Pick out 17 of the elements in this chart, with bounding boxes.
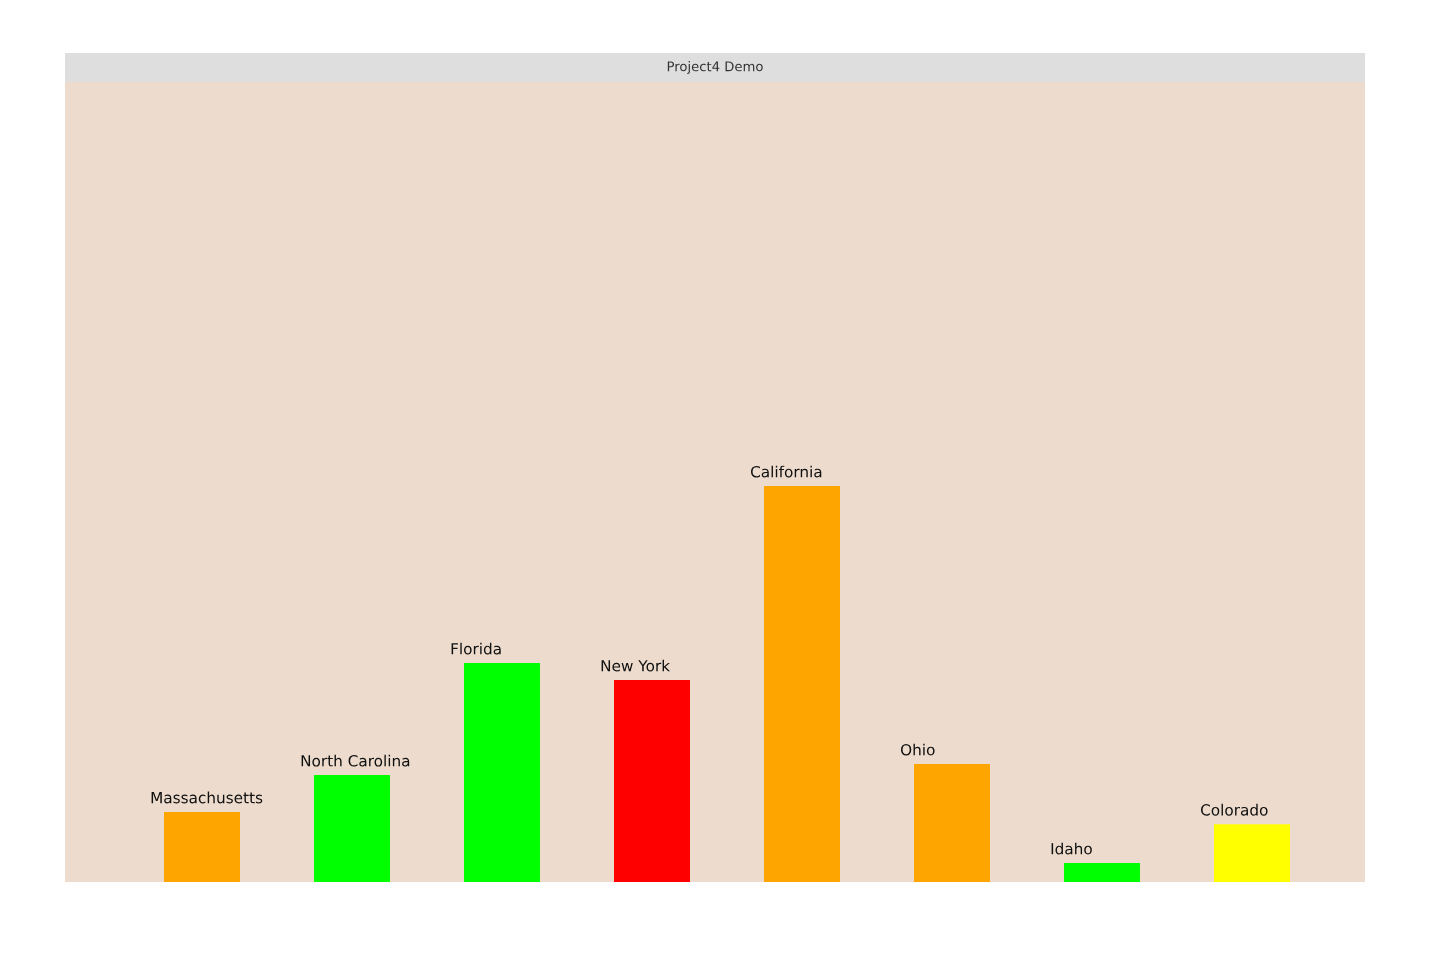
- x-tick-label: North Carolina: [301, 754, 410, 767]
- bar: [314, 775, 390, 882]
- bar: [1214, 824, 1290, 882]
- x-tick-label: New York: [601, 659, 671, 672]
- bar: [764, 486, 840, 882]
- x-tick-label: Idaho: [1051, 842, 1092, 855]
- bar: [164, 811, 240, 882]
- x-tick-label: California: [750, 465, 822, 478]
- x-tick-label: Ohio: [900, 743, 935, 756]
- x-tick-label: Colorado: [1200, 803, 1268, 816]
- bar: [464, 663, 540, 882]
- bar: [1064, 862, 1140, 882]
- bar: [614, 680, 690, 882]
- chart-title: Project4 Demo: [667, 61, 763, 74]
- x-tick-label: Massachusetts: [151, 791, 263, 804]
- bar: [914, 763, 990, 882]
- x-tick-label: Florida: [451, 642, 501, 655]
